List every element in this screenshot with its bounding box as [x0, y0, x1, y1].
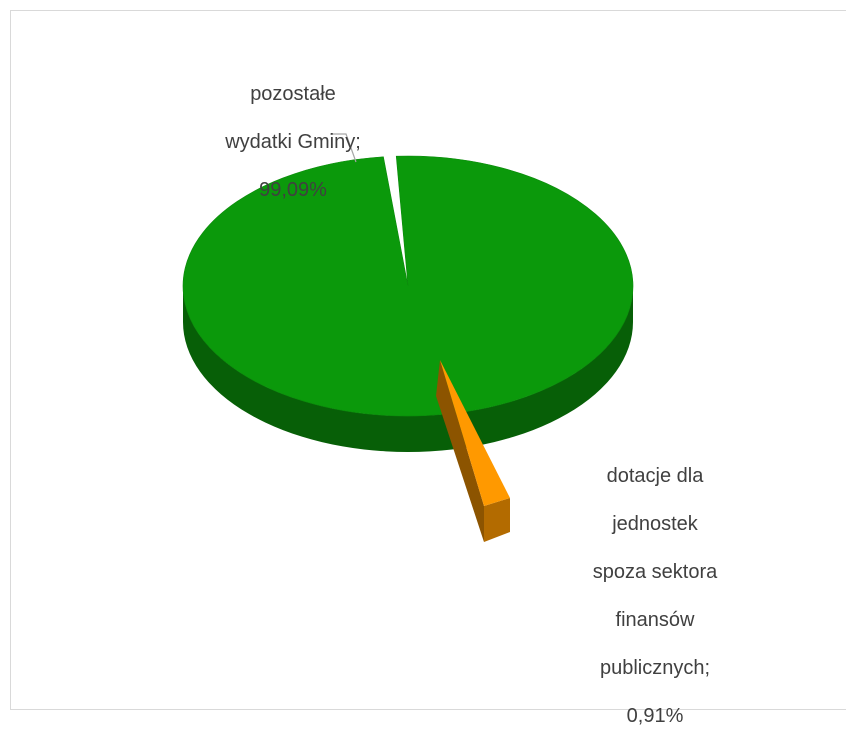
slice-label-line: pozostałe	[250, 83, 336, 105]
slice-label-line: 99,09%	[259, 179, 327, 201]
slice-label-line: jednostek	[612, 513, 698, 535]
slice-label-line: 0,91%	[626, 705, 684, 727]
slice-label-dotacje: dotacje dla jednostek spoza sektora fina…	[570, 440, 740, 752]
pie-slice-side-pozostale	[183, 286, 633, 452]
leader-line	[330, 133, 357, 163]
slice-label-line: publicznych;	[599, 657, 711, 679]
slice-label-line: dotacje dla	[606, 465, 704, 487]
pie-slice-pozostale	[182, 155, 634, 417]
slice-label-line: spoza sektora	[592, 561, 718, 583]
slice-label-line: finansów	[615, 609, 695, 631]
slice-label-pozostale: pozostałe wydatki Gminy; 99,09%	[208, 58, 378, 226]
pie-chart	[182, 133, 634, 542]
pie-slice-side-dotacje	[436, 360, 484, 542]
pie-slice-dotacje	[440, 360, 510, 506]
pie-slice-rim-dotacje	[484, 498, 510, 542]
slice-label-line: wydatki Gminy;	[225, 131, 361, 153]
